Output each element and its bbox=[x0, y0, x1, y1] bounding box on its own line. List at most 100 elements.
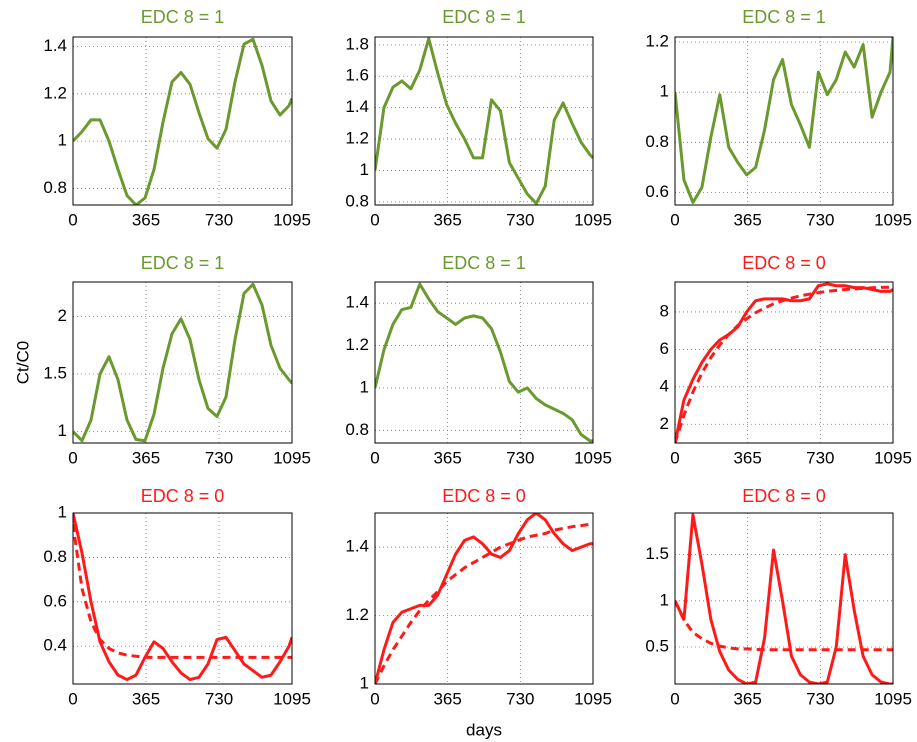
panel-title: EDC 8 = 1 bbox=[141, 7, 225, 27]
panel-title: EDC 8 = 0 bbox=[742, 253, 826, 273]
y-tick-label: 1 bbox=[360, 673, 369, 692]
data-line bbox=[73, 282, 292, 443]
x-tick-label: 365 bbox=[733, 448, 761, 467]
data-line bbox=[675, 282, 893, 443]
x-tick-label: 1095 bbox=[574, 210, 612, 229]
y-tick-label: 1 bbox=[660, 82, 669, 101]
plot-frame bbox=[72, 36, 293, 206]
y-tick-label: 1.2 bbox=[345, 129, 369, 148]
y-tick-label: 4 bbox=[660, 376, 669, 395]
x-tick-label: 365 bbox=[733, 210, 761, 229]
y-tick-label: 0.8 bbox=[345, 191, 369, 210]
y-tick-label: 1 bbox=[360, 160, 369, 179]
y-tick-label: 1 bbox=[58, 502, 67, 521]
x-tick-label: 0 bbox=[370, 448, 379, 467]
y-tick-label: 1.4 bbox=[43, 36, 67, 55]
panel-title: EDC 8 = 1 bbox=[442, 7, 526, 27]
plot-frame bbox=[674, 512, 894, 685]
panel-title: EDC 8 = 1 bbox=[742, 7, 826, 27]
y-axis-label: Ct/C0 bbox=[13, 341, 32, 384]
y-tick-label: 1.2 bbox=[345, 335, 369, 354]
y-tick-label: 0.8 bbox=[645, 132, 669, 151]
x-tick-label: 730 bbox=[205, 689, 233, 708]
x-tick-label: 365 bbox=[132, 210, 160, 229]
y-tick-label: 0.8 bbox=[345, 420, 369, 439]
y-tick-label: 1.5 bbox=[645, 544, 669, 563]
y-tick-label: 1.2 bbox=[43, 83, 67, 102]
data-line bbox=[73, 523, 292, 659]
panel: EDC 8 = 1 0 365 730 1095 0.6 0.8 1 1.2 bbox=[645, 7, 912, 230]
panel: EDC 8 = 1 0 365 730 1095 0.8 1 1.2 1.4 bbox=[345, 253, 612, 468]
y-tick-label: 1.8 bbox=[345, 34, 369, 53]
x-tick-label: 1095 bbox=[574, 689, 612, 708]
x-tick-label: 1095 bbox=[874, 448, 912, 467]
x-axis-label: days bbox=[466, 720, 502, 739]
panel-title: EDC 8 = 0 bbox=[442, 486, 526, 506]
y-tick-label: 1.6 bbox=[345, 66, 369, 85]
y-tick-label: 0.6 bbox=[645, 182, 669, 201]
panel: EDC 8 = 0 0 365 730 1095 1 1.2 1.4 days bbox=[345, 486, 612, 740]
plot-frame bbox=[72, 512, 293, 685]
x-tick-label: 730 bbox=[806, 210, 834, 229]
x-tick-label: 365 bbox=[733, 689, 761, 708]
x-tick-label: 365 bbox=[132, 448, 160, 467]
x-tick-label: 365 bbox=[433, 448, 461, 467]
data-line bbox=[675, 37, 893, 204]
y-tick-label: 1 bbox=[58, 421, 67, 440]
plot-frame bbox=[674, 36, 894, 206]
plot-frame bbox=[374, 281, 594, 444]
data-line bbox=[675, 513, 893, 684]
y-tick-label: 0.4 bbox=[43, 636, 67, 655]
x-tick-label: 0 bbox=[68, 448, 77, 467]
x-tick-label: 0 bbox=[670, 210, 679, 229]
x-tick-label: 365 bbox=[433, 689, 461, 708]
y-tick-label: 8 bbox=[660, 301, 669, 320]
plot-frame bbox=[72, 281, 293, 444]
x-tick-label: 730 bbox=[205, 448, 233, 467]
x-tick-label: 0 bbox=[370, 689, 379, 708]
y-tick-label: 2 bbox=[58, 306, 67, 325]
y-tick-label: 0.6 bbox=[43, 591, 67, 610]
x-tick-label: 1095 bbox=[874, 210, 912, 229]
x-tick-label: 0 bbox=[68, 689, 77, 708]
x-tick-label: 1095 bbox=[273, 210, 311, 229]
x-tick-label: 730 bbox=[506, 448, 534, 467]
data-line bbox=[675, 285, 893, 443]
plot-frame bbox=[374, 512, 594, 685]
y-tick-label: 1.4 bbox=[345, 97, 369, 116]
y-tick-label: 1 bbox=[58, 131, 67, 150]
data-line bbox=[675, 600, 893, 652]
y-tick-label: 1.4 bbox=[345, 293, 369, 312]
x-tick-label: 730 bbox=[506, 210, 534, 229]
x-tick-label: 1095 bbox=[574, 448, 612, 467]
x-tick-label: 0 bbox=[370, 210, 379, 229]
x-tick-label: 1095 bbox=[273, 689, 311, 708]
x-tick-label: 0 bbox=[670, 448, 679, 467]
y-tick-label: 0.8 bbox=[43, 178, 67, 197]
panel-title: EDC 8 = 1 bbox=[442, 253, 526, 273]
panel-title: EDC 8 = 0 bbox=[742, 486, 826, 506]
y-tick-label: 1.2 bbox=[645, 31, 669, 50]
x-tick-label: 0 bbox=[670, 689, 679, 708]
panel: EDC 8 = 0 0 365 730 1095 0.5 1 1.5 bbox=[645, 486, 912, 709]
data-line bbox=[375, 522, 593, 684]
data-line bbox=[375, 513, 593, 684]
y-tick-label: 1.5 bbox=[43, 363, 67, 382]
panel-title: EDC 8 = 0 bbox=[141, 486, 225, 506]
data-line bbox=[73, 513, 292, 682]
data-line bbox=[375, 282, 593, 443]
x-tick-label: 730 bbox=[506, 689, 534, 708]
x-tick-label: 1095 bbox=[874, 689, 912, 708]
y-tick-label: 0.5 bbox=[645, 637, 669, 656]
y-tick-label: 1 bbox=[360, 377, 369, 396]
y-tick-label: 1 bbox=[660, 590, 669, 609]
y-tick-label: 1.2 bbox=[345, 605, 369, 624]
plot-frame bbox=[374, 36, 594, 206]
y-tick-label: 2 bbox=[660, 414, 669, 433]
x-tick-label: 365 bbox=[433, 210, 461, 229]
x-tick-label: 0 bbox=[68, 210, 77, 229]
panel: EDC 8 = 1 0 365 730 1095 0.8 1 1.2 1.4 1.6 1.8 bbox=[345, 7, 612, 230]
y-tick-label: 1.4 bbox=[345, 537, 369, 556]
data-line bbox=[73, 37, 292, 205]
